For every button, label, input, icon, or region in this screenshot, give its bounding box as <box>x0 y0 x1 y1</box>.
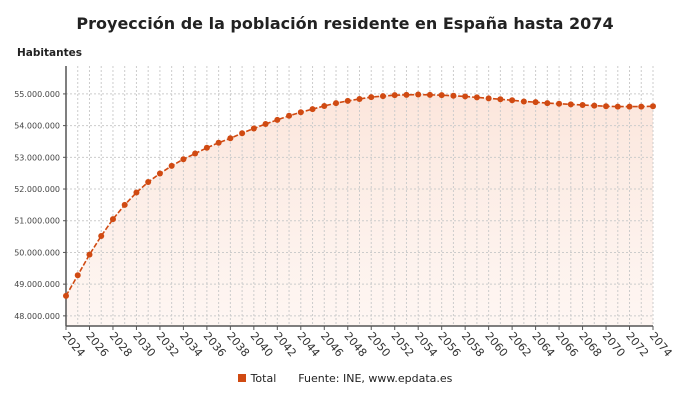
data-point <box>133 189 140 196</box>
x-tick-label: 2058 <box>459 330 487 360</box>
y-tick-label: 50.000.000 <box>14 248 60 257</box>
data-point <box>121 201 128 208</box>
data-point <box>203 144 210 151</box>
x-tick-label: 2074 <box>647 330 675 360</box>
x-tick-label: 2028 <box>107 330 135 360</box>
data-point <box>626 103 633 110</box>
data-point <box>227 135 234 142</box>
data-point <box>544 100 551 107</box>
x-tick-label: 2048 <box>341 330 369 360</box>
data-point <box>450 92 457 99</box>
x-tick-label: 2060 <box>482 330 510 360</box>
x-tick-label: 2056 <box>435 330 463 360</box>
x-tick-label: 2066 <box>553 330 581 360</box>
data-point <box>297 109 304 116</box>
data-point <box>239 130 246 137</box>
data-point <box>650 103 656 110</box>
data-point <box>415 91 422 98</box>
data-point <box>262 121 269 128</box>
x-tick-label: 2034 <box>177 330 205 360</box>
data-point <box>333 100 340 107</box>
data-point <box>520 98 527 105</box>
x-tick-label: 2030 <box>130 330 158 360</box>
y-tick-label: 52.000.000 <box>14 185 60 194</box>
legend: Total Fuente: INE, www.epdata.es <box>0 372 690 385</box>
data-point <box>591 102 598 109</box>
data-point <box>485 95 492 102</box>
data-point <box>145 179 152 186</box>
data-point <box>497 96 504 103</box>
data-point <box>356 95 363 102</box>
x-tick-label: 2054 <box>412 330 440 360</box>
x-tick-label: 2044 <box>295 330 323 360</box>
data-point <box>321 102 328 109</box>
data-point <box>473 94 480 101</box>
data-point <box>274 116 281 123</box>
y-tick-label: 53.000.000 <box>14 153 60 162</box>
x-tick-label: 2046 <box>318 330 346 360</box>
x-tick-label: 2032 <box>154 330 182 360</box>
data-point <box>379 93 386 100</box>
data-point <box>156 170 163 177</box>
x-tick-label: 2064 <box>529 330 557 360</box>
data-point <box>309 106 316 113</box>
chart-title: Proyección de la población residente en … <box>76 14 614 33</box>
data-point <box>462 93 469 100</box>
data-point <box>579 102 586 108</box>
data-point <box>192 150 199 157</box>
data-point <box>438 92 445 99</box>
y-axis-label: Habitantes <box>17 47 82 59</box>
data-point <box>250 125 257 132</box>
y-tick-label: 54.000.000 <box>14 122 60 131</box>
data-point <box>168 162 175 169</box>
y-tick-label: 51.000.000 <box>14 217 60 226</box>
x-tick-label: 2038 <box>224 330 252 360</box>
data-point <box>567 101 574 108</box>
data-point <box>403 91 410 98</box>
data-point <box>391 92 398 99</box>
x-tick-label: 2042 <box>271 330 299 360</box>
x-tick-label: 2068 <box>576 330 604 360</box>
legend-label: Total <box>250 372 277 385</box>
y-tick-label: 55.000.000 <box>14 90 60 99</box>
data-point <box>532 99 539 106</box>
x-tick-label: 2062 <box>506 330 534 360</box>
data-point <box>603 103 610 110</box>
data-point <box>86 251 93 258</box>
data-point <box>344 97 351 104</box>
y-tick-label: 48.000.000 <box>14 312 60 321</box>
x-tick-label: 2024 <box>60 330 88 360</box>
data-point <box>368 94 375 101</box>
legend-swatch <box>237 374 246 382</box>
data-point <box>426 91 433 98</box>
data-point <box>614 103 621 110</box>
x-tick-label: 2052 <box>388 330 416 360</box>
x-tick-label: 2036 <box>201 330 229 360</box>
x-tick-label: 2040 <box>248 330 276 360</box>
data-point <box>98 232 105 239</box>
data-point <box>215 139 222 146</box>
data-point <box>74 272 81 279</box>
data-point <box>286 112 293 119</box>
x-tick-label: 2050 <box>365 330 393 360</box>
data-point <box>63 292 69 299</box>
x-tick-label: 2070 <box>600 330 628 360</box>
data-point <box>556 100 563 107</box>
x-tick-label: 2026 <box>83 330 111 360</box>
data-point <box>180 156 187 163</box>
data-point <box>509 97 516 104</box>
source-note: Fuente: INE, www.epdata.es <box>298 372 453 385</box>
data-point <box>638 103 645 110</box>
data-point <box>109 216 116 223</box>
x-tick-label: 2072 <box>623 330 651 360</box>
y-tick-label: 49.000.000 <box>14 280 60 289</box>
